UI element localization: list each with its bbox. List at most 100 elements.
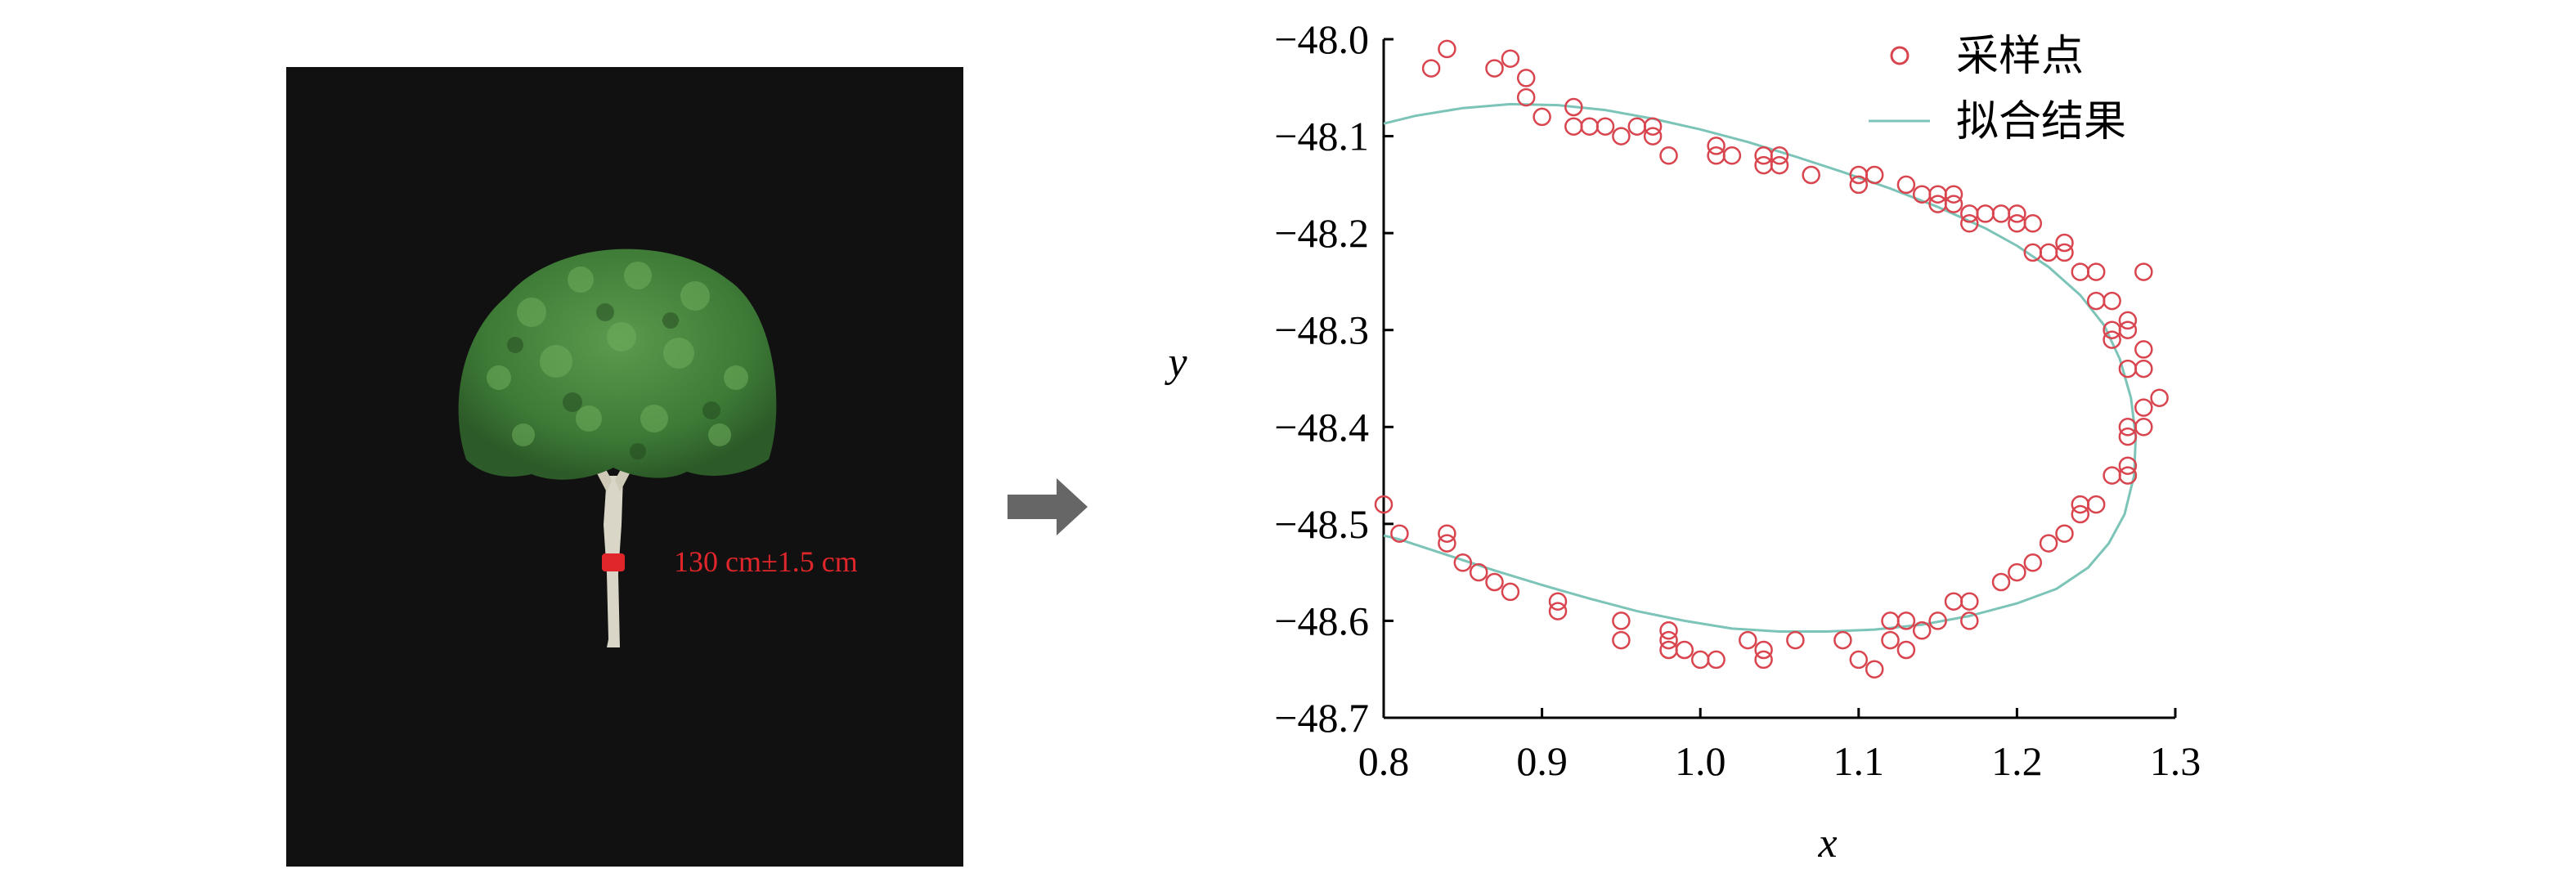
sample-point [1991, 204, 2011, 223]
sample-point [1643, 117, 1663, 136]
sample-point [2008, 204, 2026, 223]
sample-point [2039, 243, 2058, 262]
sample-point [2071, 495, 2090, 514]
x-tick-label: 1.3 [2150, 738, 2201, 784]
x-tick-label: 1.0 [1675, 738, 1726, 784]
sample-point [1960, 611, 1979, 630]
scatter-points [1374, 39, 2169, 679]
sample-point [1849, 650, 1869, 670]
sample-point [2118, 466, 2138, 485]
sample-point [1516, 87, 1536, 107]
chart-axes [1382, 39, 2175, 719]
sample-point [2055, 243, 2074, 262]
sample-point [2086, 495, 2106, 514]
sample-point [1928, 185, 1947, 204]
sample-point [2103, 330, 2121, 349]
sample-point [1976, 204, 1995, 223]
legend-label-samples: 采样点 [1956, 32, 2084, 81]
sample-point [2134, 359, 2153, 379]
y-tick-label: −48.3 [1274, 307, 1369, 353]
sample-point [1896, 175, 1916, 195]
sample-point [1612, 611, 1631, 630]
sample-point [1643, 127, 1663, 146]
sample-point [1564, 97, 1583, 117]
fit-line-group [1383, 102, 2138, 633]
sample-point [1802, 165, 1820, 185]
sample-point [1533, 107, 1551, 127]
y-tick-label: −48.6 [1274, 598, 1369, 643]
sample-point [1944, 185, 1963, 204]
sample-point [1438, 534, 1456, 553]
sample-point [2118, 320, 2138, 339]
sample-point [2150, 388, 2169, 407]
tree-photo-panel: 130 cm±1.5 cm [286, 67, 963, 867]
sample-point [1612, 127, 1631, 146]
sample-point [2071, 504, 2090, 524]
sample-point [2055, 524, 2074, 543]
sample-point [2071, 262, 2090, 281]
sample-point [1453, 553, 1473, 572]
sample-point [1612, 630, 1631, 650]
sample-point [1548, 592, 1568, 611]
sample-point [1438, 524, 1456, 543]
chart-legend: 采样点 拟合结果 [1869, 32, 2126, 146]
sample-point [2118, 427, 2138, 446]
sample-point [1754, 640, 1773, 660]
sample-point [1754, 155, 1773, 175]
sample-point [1896, 640, 1916, 660]
sample-point [1770, 146, 1789, 165]
sample-point [2134, 262, 2153, 281]
sample-point [1564, 117, 1583, 136]
sample-point [1485, 59, 1504, 78]
sample-point [2055, 233, 2074, 253]
sample-point [2008, 562, 2026, 582]
y-tick-label: −48.5 [1274, 501, 1369, 547]
sample-point [1580, 117, 1599, 136]
sample-point [1707, 650, 1726, 670]
sample-point [1739, 630, 1757, 650]
sample-point [1960, 214, 1979, 233]
fit-curve [1383, 102, 2138, 633]
sample-point [2118, 456, 2138, 475]
sample-point [1944, 592, 1963, 611]
sample-point [1548, 602, 1568, 620]
sample-point [1770, 155, 1789, 175]
y-tick-label: −48.4 [1274, 404, 1369, 450]
sample-point [1896, 611, 1916, 630]
sample-point [2023, 214, 2043, 233]
sample-point [2134, 398, 2153, 417]
y-axis-title: y [1164, 339, 1187, 386]
sample-point [1754, 146, 1773, 165]
sample-point [1707, 137, 1726, 155]
x-axis-title: x [1817, 820, 1837, 867]
sample-point [1501, 49, 1520, 68]
x-tick-label: 0.9 [1516, 738, 1568, 784]
sample-point [1960, 592, 1979, 611]
sample-point [2086, 291, 2106, 311]
sample-point [2118, 311, 2138, 330]
sample-point [1390, 524, 1409, 543]
sample-point [1675, 640, 1694, 660]
sample-point [1722, 146, 1742, 165]
x-tick-label: 1.1 [1833, 738, 1885, 784]
sample-point [1991, 572, 2011, 592]
sample-point [1754, 650, 1773, 670]
x-ticks: 0.8 0.9 1.0 1.1 1.2 1.3 [1358, 708, 2201, 784]
sample-point [1928, 611, 1947, 630]
sample-point [1501, 582, 1520, 602]
sample-point [1865, 660, 1884, 679]
sample-point [1595, 117, 1615, 136]
y-tick-label: −48.0 [1274, 16, 1369, 62]
canopy-texture [487, 262, 748, 446]
sample-point [1627, 117, 1647, 136]
sample-point [1421, 59, 1441, 78]
y-tick-label: −48.7 [1274, 695, 1369, 741]
legend-marker-samples [1890, 46, 1910, 65]
sample-point [1881, 611, 1900, 630]
tree-illustration: 130 cm±1.5 cm [458, 249, 858, 647]
sample-point [1659, 621, 1678, 640]
sample-point [1912, 621, 1932, 640]
y-tick-label: −48.2 [1274, 210, 1369, 256]
sample-point [1707, 146, 1726, 165]
